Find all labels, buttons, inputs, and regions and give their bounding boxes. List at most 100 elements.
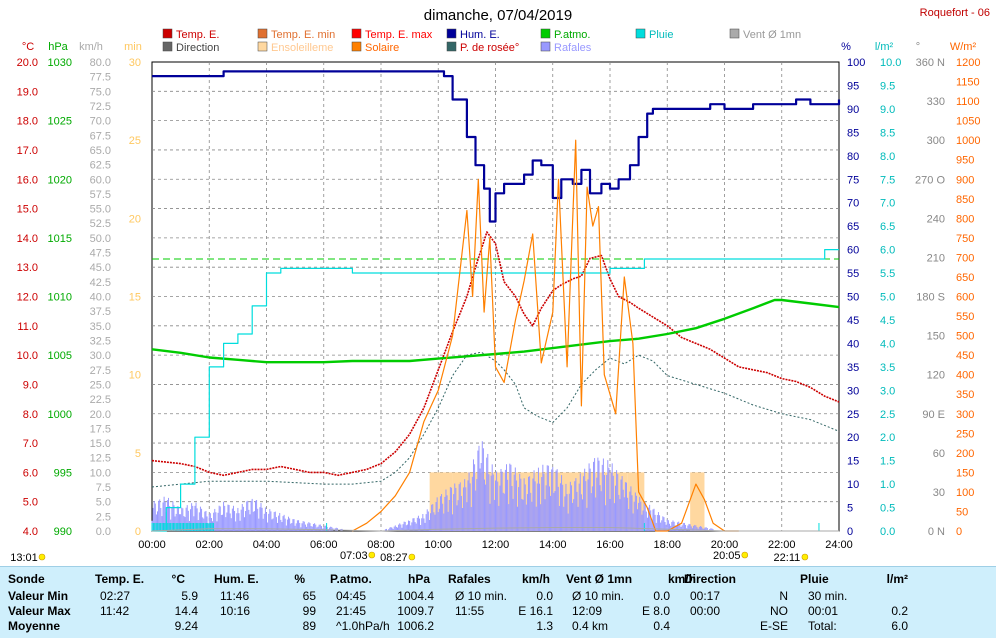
kmh-tick-label: 27.5 xyxy=(90,365,111,377)
stats-cell: ^1.0hPa/h xyxy=(336,619,390,633)
left-unit-label: hPa xyxy=(48,41,68,53)
series-line xyxy=(152,249,839,532)
dir-tick-label: 270 O xyxy=(915,174,945,186)
hum-tick-label: 40 xyxy=(847,338,859,350)
rain-intensity-ticks xyxy=(151,523,820,531)
dir-tick-label: 90 E xyxy=(922,409,945,421)
legend-swatch xyxy=(351,41,362,52)
left-unit-label: °C xyxy=(22,41,34,53)
stats-cell: 65 xyxy=(302,589,316,603)
legend-label: Solaire xyxy=(365,42,399,54)
temp-tick-label: 7.0 xyxy=(23,438,38,450)
hpa-tick-label: 1030 xyxy=(48,57,72,69)
dir-tick-label: 180 S xyxy=(916,292,945,304)
wm2-tick-label: 900 xyxy=(956,174,974,186)
stats-cell: 0.2 xyxy=(891,604,908,618)
kmh-tick-label: 2.5 xyxy=(96,511,111,523)
rain-tick-label: 8.0 xyxy=(880,151,895,163)
series-line xyxy=(152,70,841,223)
rain-tick-label: 7.5 xyxy=(880,174,895,186)
kmh-tick-label: 50.0 xyxy=(90,233,111,245)
hum-tick-label: 20 xyxy=(847,432,859,444)
kmh-tick-label: 10.0 xyxy=(90,467,111,479)
dir-tick-label: 0 N xyxy=(928,526,945,538)
left-unit-label: km/h xyxy=(79,41,103,53)
series-lines xyxy=(151,70,841,532)
temp-tick-label: 20.0 xyxy=(17,57,38,69)
stats-header: Temp. E. xyxy=(95,572,145,586)
kmh-tick-label: 25.0 xyxy=(90,379,111,391)
kmh-tick-label: 80.0 xyxy=(90,57,111,69)
kmh-tick-label: 20.0 xyxy=(90,409,111,421)
hpa-tick-label: 1025 xyxy=(48,116,72,128)
hum-tick-label: 60 xyxy=(847,245,859,257)
hum-tick-label: 50 xyxy=(847,292,859,304)
station-name: Roquefort - 06 xyxy=(920,7,990,19)
kmh-tick-label: 72.5 xyxy=(90,101,111,113)
x-tick-label: 06:00 xyxy=(310,539,338,551)
wm2-tick-label: 500 xyxy=(956,331,974,343)
stats-cell: 0.4 km xyxy=(572,619,609,633)
stats-cell: NO xyxy=(770,604,788,618)
hum-tick-label: 25 xyxy=(847,409,859,421)
stats-header: °C xyxy=(171,572,185,586)
stats-cell: 10:16 xyxy=(220,604,251,618)
dir-tick-label: 150 xyxy=(927,331,945,343)
hpa-tick-label: 1015 xyxy=(48,233,72,245)
wm2-tick-label: 1100 xyxy=(956,96,980,108)
sun-icon xyxy=(801,553,809,561)
wm2-tick-label: 250 xyxy=(956,428,974,440)
rain-tick-label: 3.5 xyxy=(880,362,895,374)
temp-tick-label: 11.0 xyxy=(17,321,38,333)
legend-label: Rafales xyxy=(554,42,592,54)
rain-tick-label: 9.5 xyxy=(880,80,895,92)
temp-tick-label: 13.0 xyxy=(17,262,38,274)
hpa-tick-label: 1005 xyxy=(48,350,72,362)
temp-tick-label: 15.0 xyxy=(17,204,38,216)
stats-cell: 0.0 xyxy=(653,589,670,603)
dir-tick-label: 30 xyxy=(933,487,945,499)
rain-tick-label: 2.0 xyxy=(880,432,895,444)
stats-cell: 1009.7 xyxy=(397,604,434,618)
wm2-tick-label: 1050 xyxy=(956,116,980,128)
sunshine-bar xyxy=(690,472,705,531)
kmh-tick-label: 67.5 xyxy=(90,130,111,142)
right-unit-label: l/m² xyxy=(875,41,894,53)
x-tick-label: 20:00 xyxy=(711,539,739,551)
kmh-tick-label: 57.5 xyxy=(90,189,111,201)
legend-label: Vent Ø 1mn xyxy=(743,29,801,41)
stats-cell: 14.4 xyxy=(174,604,198,618)
rain-tick-label: 4.0 xyxy=(880,338,895,350)
stats-cell: N xyxy=(779,589,788,603)
legend-swatch xyxy=(540,28,551,39)
sun-icon xyxy=(741,551,749,559)
kmh-tick-label: 60.0 xyxy=(90,174,111,186)
rain-tick-label: 0.0 xyxy=(880,526,895,538)
stats-cell: 0.0 xyxy=(536,589,553,603)
x-tick-label: 24:00 xyxy=(825,539,853,551)
rain-tick-label: 4.5 xyxy=(880,315,895,327)
x-tick-label: 18:00 xyxy=(653,539,681,551)
stats-cell: Ø 10 min. xyxy=(455,589,508,603)
sun-time-label: 20:05 xyxy=(713,550,741,562)
x-tick-label: 04:00 xyxy=(253,539,281,551)
temp-tick-label: 12.0 xyxy=(17,292,38,304)
stats-cell: E-SE xyxy=(759,619,788,633)
x-tick-label: 14:00 xyxy=(539,539,567,551)
wm2-tick-label: 400 xyxy=(956,370,974,382)
hpa-tick-label: 1000 xyxy=(48,409,72,421)
stats-cell: 6.0 xyxy=(891,619,908,633)
stats-cell: 1.3 xyxy=(536,619,553,633)
kmh-tick-label: 22.5 xyxy=(90,394,111,406)
hum-tick-label: 10 xyxy=(847,479,859,491)
min-tick-label: 30 xyxy=(129,57,141,69)
hum-tick-label: 70 xyxy=(847,198,859,210)
stats-cell: Ø 10 min. xyxy=(572,589,625,603)
legend-label: Ensoleilleme xyxy=(271,42,333,54)
sun-time-label: 07:03 xyxy=(340,550,368,562)
legend-swatch xyxy=(635,28,646,39)
stats-header: Hum. E. xyxy=(214,572,259,586)
kmh-tick-label: 70.0 xyxy=(90,116,111,128)
temp-tick-label: 8.0 xyxy=(23,409,38,421)
min-tick-label: 15 xyxy=(129,292,141,304)
